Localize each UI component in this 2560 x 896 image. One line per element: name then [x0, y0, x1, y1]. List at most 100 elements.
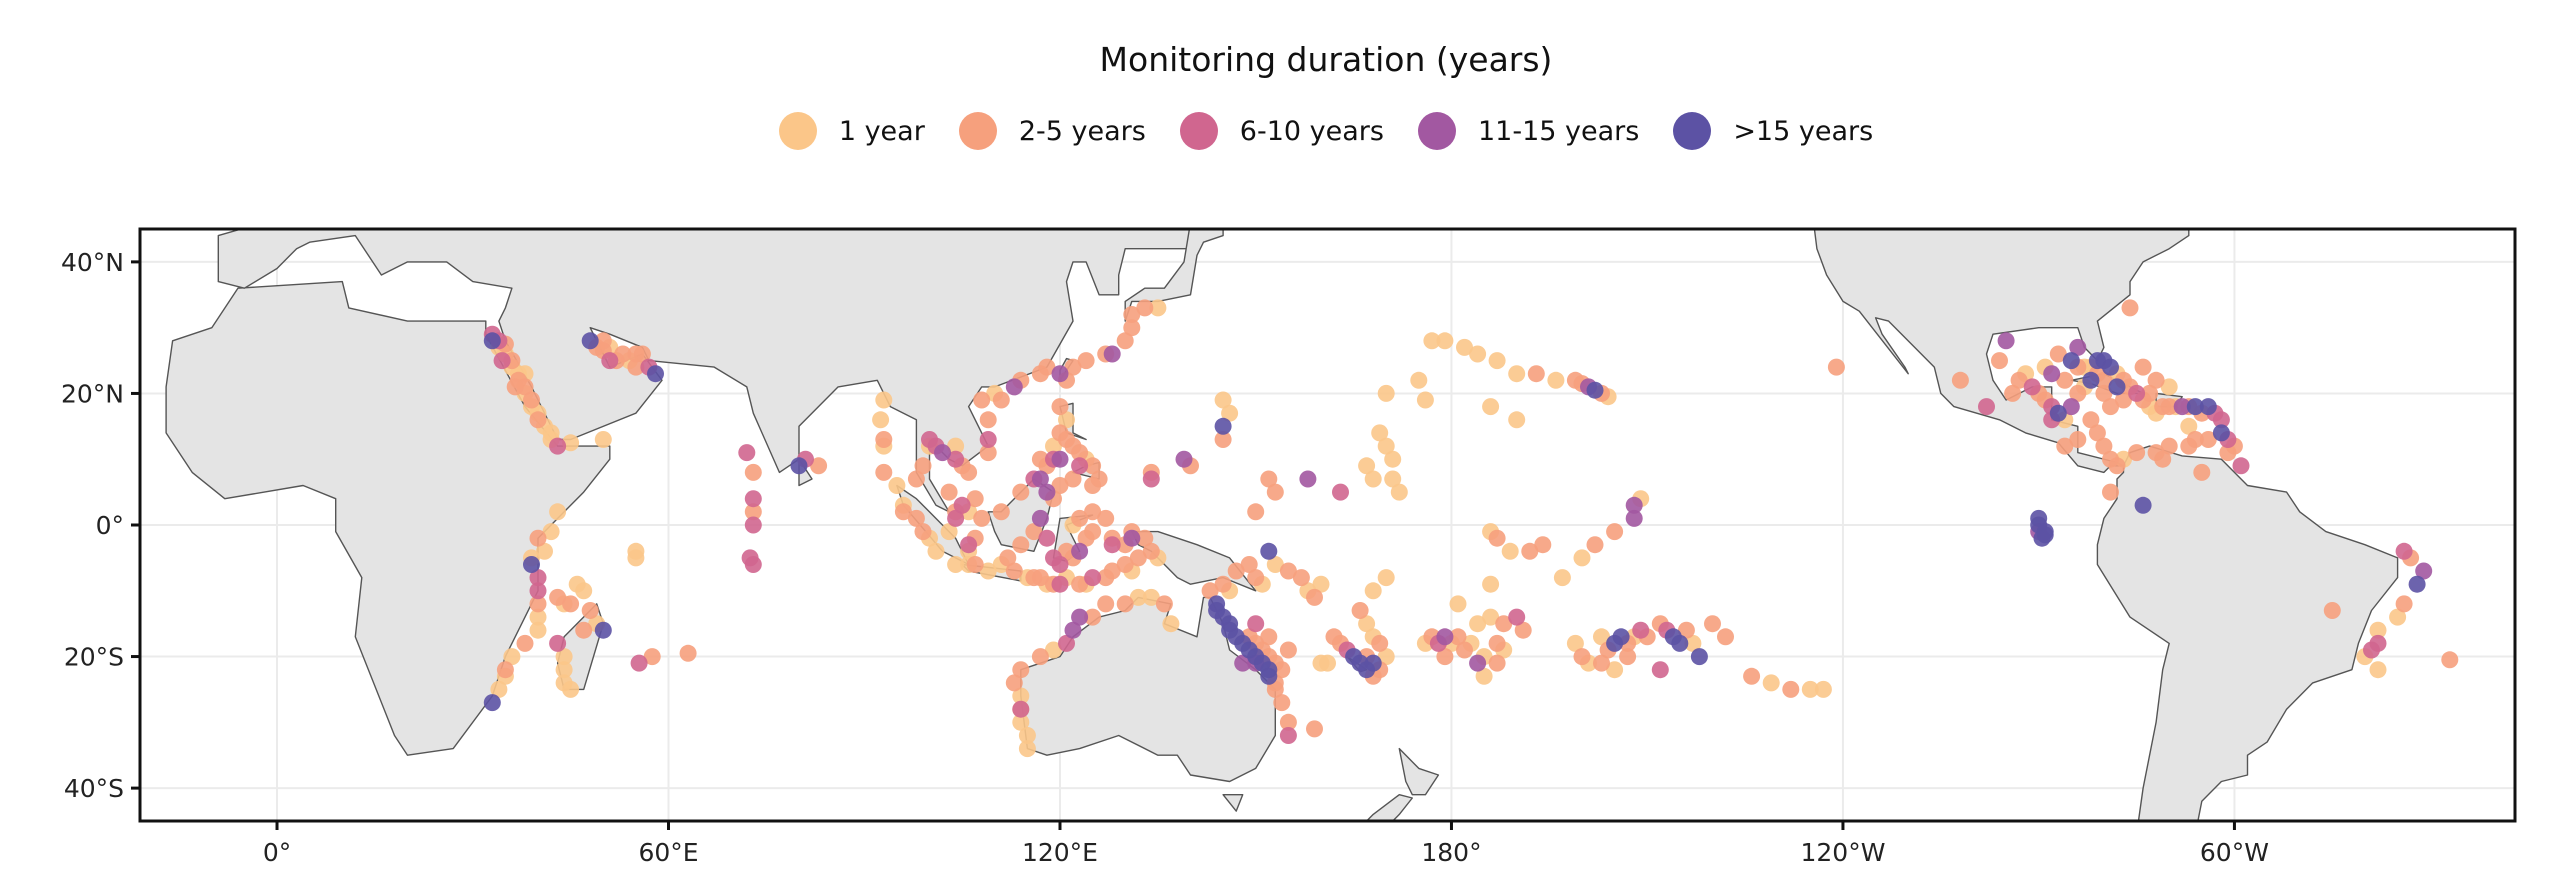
site-point-11-15-years	[1997, 332, 2015, 350]
site-point-2-5-years	[1488, 634, 1506, 652]
site-point-1-year	[1364, 470, 1382, 488]
site-point-6-10-years	[947, 450, 965, 468]
site-point-2-5-years	[1514, 621, 1532, 639]
site-point-2-5-years	[1593, 654, 1610, 672]
site-point-11-15-years	[1175, 450, 1193, 468]
site-point-2-5-years	[2095, 371, 2113, 389]
site-point-2-5-years	[1201, 582, 1219, 600]
site-point-1-year	[1482, 608, 1500, 626]
site-point-2-5-years	[973, 509, 991, 527]
site-point-over-15-years	[2199, 398, 2217, 416]
site-point-1-year	[542, 523, 560, 541]
site-point-1-year	[1593, 628, 1610, 646]
site-point-6-10-years	[1038, 529, 1056, 547]
site-point-over-15-years	[523, 556, 540, 573]
x-tick-label: 60°E	[638, 838, 698, 867]
site-point-6-10-years	[601, 352, 619, 370]
site-point-1-year	[1814, 680, 1832, 698]
site-point-2-5-years	[875, 463, 893, 481]
site-point-1-year	[490, 680, 508, 698]
site-point-1-year	[1482, 398, 1500, 416]
site-point-2-5-years	[1084, 503, 1102, 521]
site-point-1-year	[1377, 384, 1395, 402]
site-point-11-15-years	[1051, 365, 1069, 383]
site-point-2-5-years	[1084, 523, 1102, 541]
site-point-1-year	[1018, 740, 1036, 758]
legend-swatch	[1673, 112, 1712, 150]
site-point-6-10-years	[1651, 661, 1669, 679]
y-tick-label: 40°N	[61, 248, 124, 277]
site-point-over-15-years	[2102, 358, 2119, 376]
site-point-6-10-years	[744, 516, 762, 534]
site-point-2-5-years	[549, 588, 567, 606]
site-point-1-year	[1371, 424, 1389, 442]
site-point-6-10-years	[1071, 457, 1089, 475]
site-point-2-5-years	[894, 503, 912, 521]
site-point-2-5-years	[1116, 332, 1134, 350]
site-point-2-5-years	[1084, 457, 1102, 475]
site-point-2-5-years	[2010, 371, 2028, 389]
legend-swatch	[778, 112, 817, 150]
site-point-11-15-years	[1123, 529, 1141, 547]
site-point-6-10-years	[2395, 542, 2413, 560]
legend-item-over-15-years: >15 years	[1673, 112, 1873, 150]
site-point-1-year	[947, 437, 965, 455]
legend-label: >15 years	[1733, 115, 1874, 147]
site-point-11-15-years	[1103, 345, 1121, 363]
site-point-6-10-years	[549, 634, 567, 652]
site-point-1-year	[1377, 648, 1395, 666]
site-point-2-5-years	[2115, 391, 2132, 409]
site-point-11-15-years	[1625, 496, 1643, 514]
site-point-2-5-years	[2049, 345, 2067, 363]
site-point-2-5-years	[2004, 384, 2022, 402]
site-point-over-15-years	[2062, 352, 2080, 370]
site-point-2-5-years	[1279, 641, 1297, 659]
site-point-2-5-years	[1005, 562, 1023, 580]
site-point-2-5-years	[2082, 411, 2100, 429]
site-point-2-5-years	[2186, 431, 2204, 448]
site-point-2-5-years	[1586, 536, 1604, 554]
x-tick-label: 120°E	[1022, 838, 1098, 867]
site-point-2-5-years	[1090, 470, 1108, 488]
site-point-6-10-years	[744, 556, 762, 573]
site-point-11-15-years	[1031, 470, 1049, 488]
site-point-2-5-years	[1704, 615, 1721, 633]
site-point-1-year	[1501, 542, 1519, 560]
site-point-6-10-years	[529, 582, 547, 600]
site-point-2-5-years	[744, 503, 762, 521]
site-point-2-5-years	[979, 411, 997, 429]
site-point-1-year	[1482, 575, 1500, 593]
site-point-over-15-years	[1214, 417, 1232, 435]
site-point-2-5-years	[2160, 437, 2178, 455]
site-point-over-15-years	[1586, 381, 1604, 399]
site-point-2-5-years	[914, 457, 932, 475]
site-point-2-5-years	[2154, 450, 2172, 468]
y-tick-label: 0°	[96, 511, 124, 540]
y-tick-label: 20°S	[64, 643, 124, 672]
site-point-1-year	[2180, 417, 2198, 435]
site-point-2-5-years	[1012, 661, 1030, 679]
site-point-11-15-years	[1469, 654, 1487, 672]
site-point-over-15-years	[581, 332, 599, 350]
site-point-2-5-years	[1619, 648, 1637, 666]
site-point-1-year	[1266, 556, 1284, 573]
site-point-6-10-years	[960, 536, 978, 554]
site-point-2-5-years	[1240, 556, 1258, 573]
legend-label: 1 year	[838, 115, 925, 147]
y-tick-label: 20°N	[61, 379, 124, 408]
site-point-1-year	[1012, 713, 1030, 731]
site-point-1-year	[1456, 338, 1473, 356]
site-point-6-10-years	[1247, 615, 1265, 633]
legend-label: 2-5 years	[1018, 115, 1146, 147]
site-point-1-year	[2369, 621, 2387, 639]
site-point-2-5-years	[2219, 444, 2237, 462]
site-point-2-5-years	[1214, 575, 1232, 593]
site-point-over-15-years	[1260, 542, 1278, 560]
monitoring-sites	[483, 299, 2459, 758]
site-point-over-15-years	[2212, 424, 2230, 442]
site-point-2-5-years	[1266, 680, 1284, 698]
land-tasmania	[1222, 794, 1244, 812]
site-point-2-5-years	[2141, 384, 2159, 402]
site-point-11-15-years	[1299, 470, 1317, 488]
site-point-1-year	[1358, 457, 1376, 475]
